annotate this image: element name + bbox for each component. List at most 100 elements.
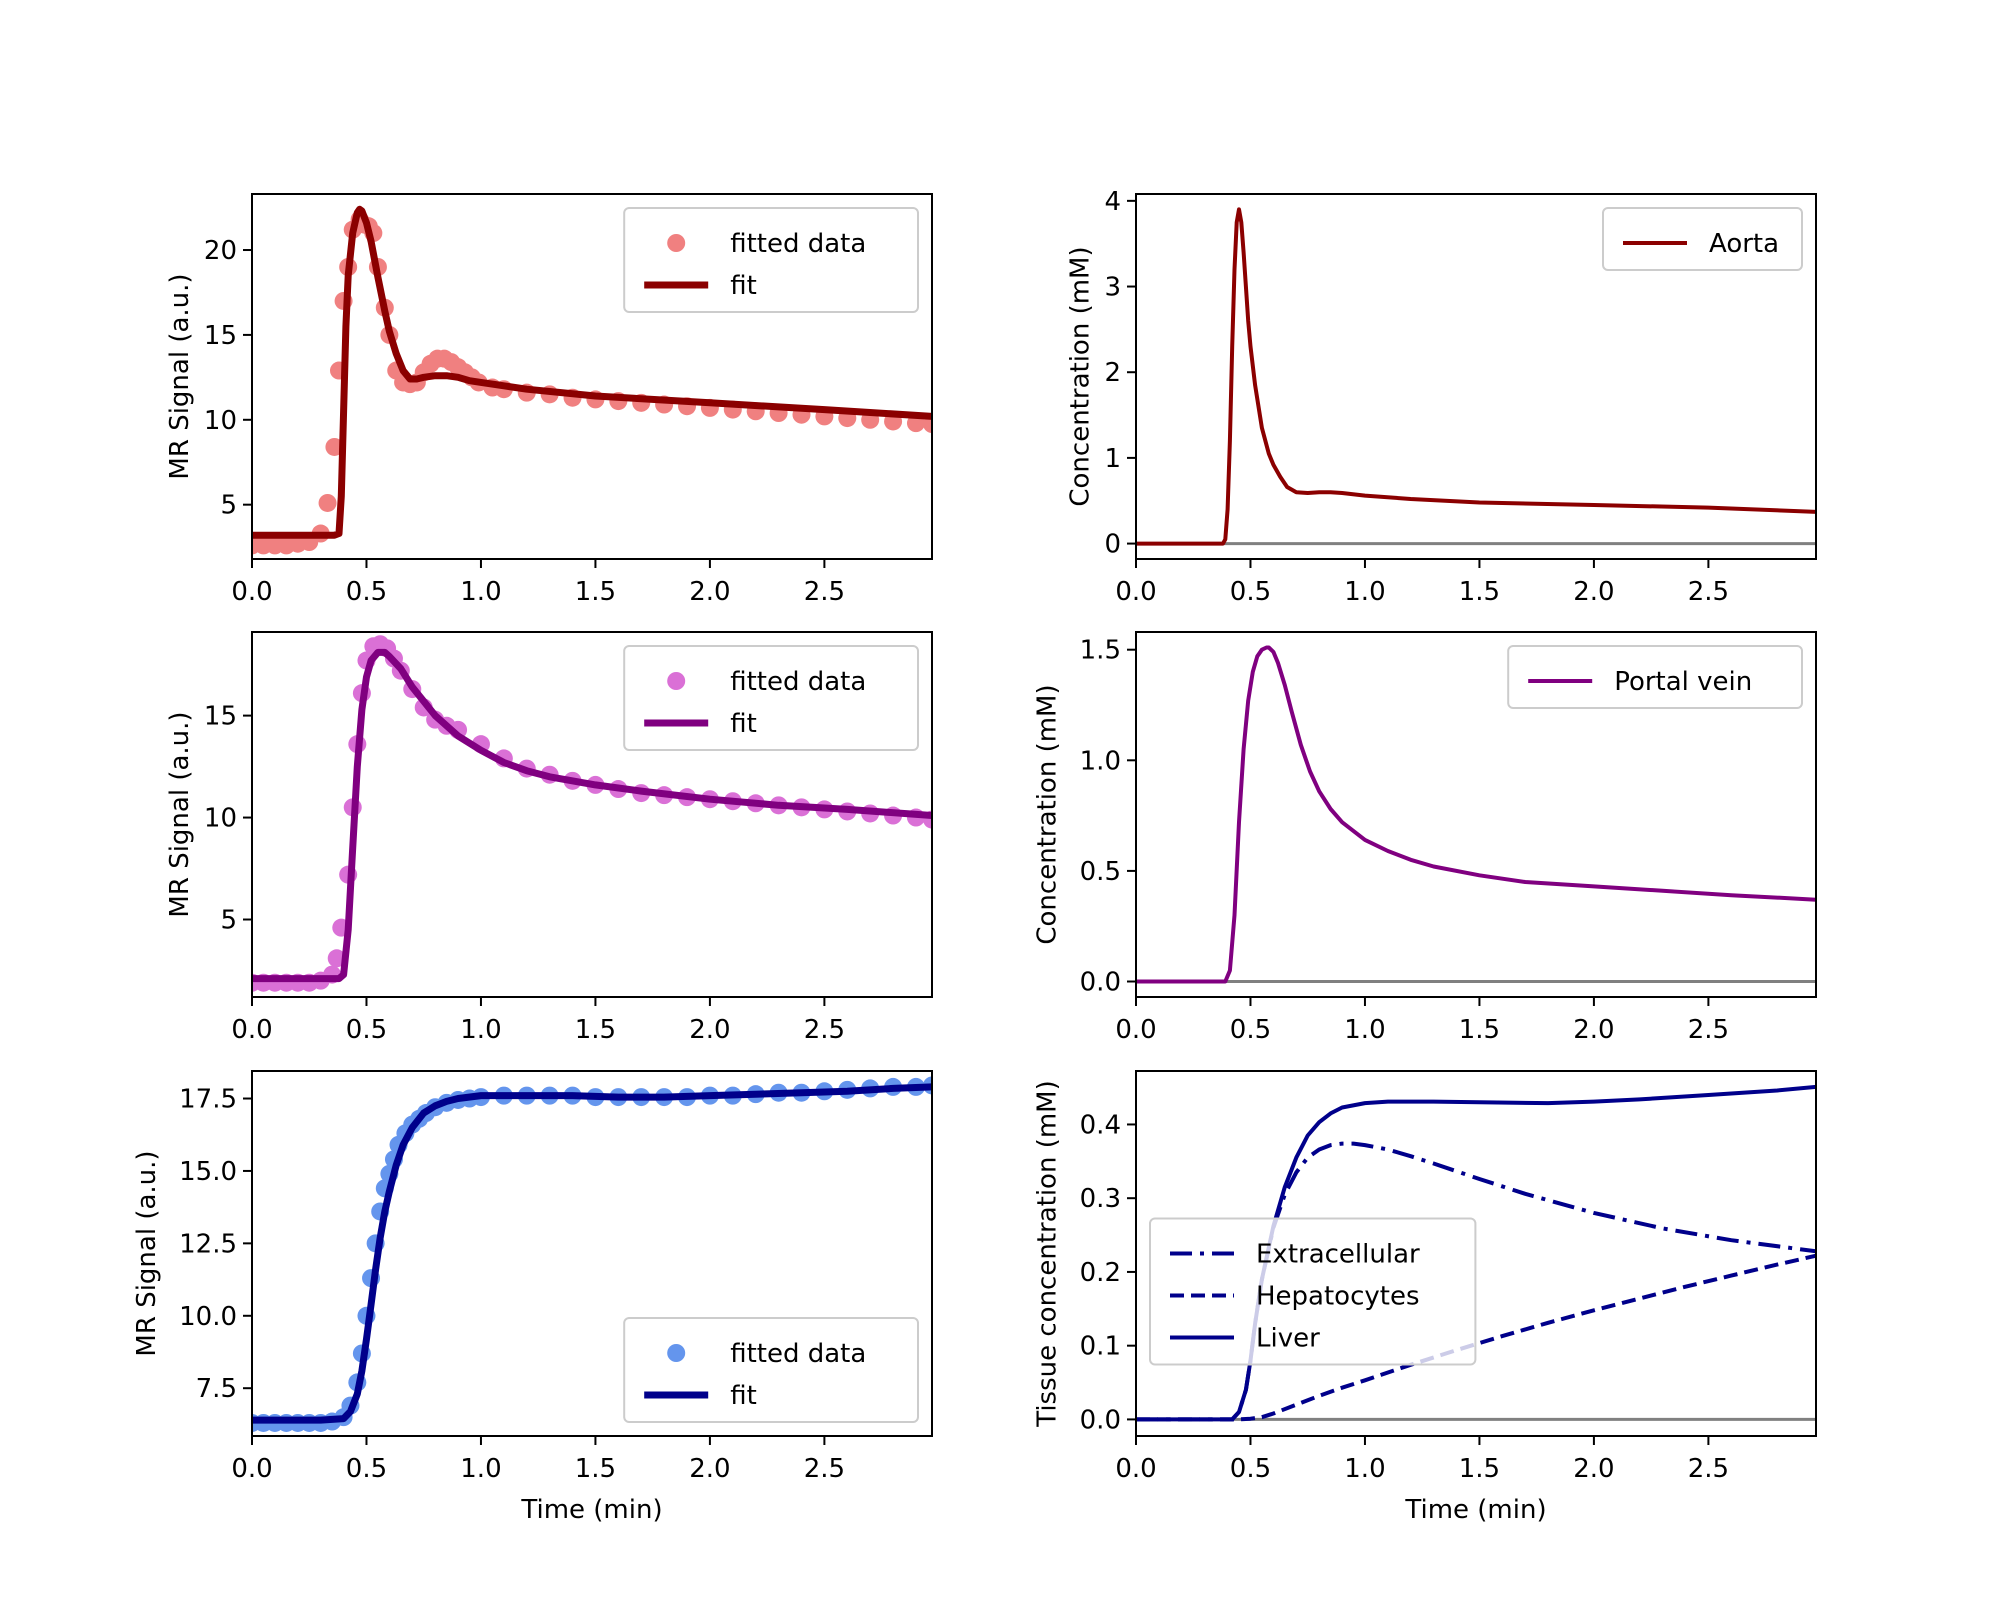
legend-label: fit <box>730 1381 757 1411</box>
legend-marker <box>667 672 686 690</box>
y-tick-label: 1 <box>1104 444 1121 474</box>
x-tick-label: 0.0 <box>231 1454 272 1484</box>
y-tick-label: 7.5 <box>196 1374 237 1404</box>
x-tick-label: 1.0 <box>460 577 501 607</box>
x-tick-label: 2.0 <box>689 1015 730 1045</box>
y-tick-label: 15.0 <box>179 1157 237 1187</box>
y-tick-label: 0.3 <box>1080 1184 1121 1214</box>
x-tick-label: 1.0 <box>1344 577 1385 607</box>
chart-middle-right: 0.0 0.5 1.0 1.5 2.0 2.5 0.0 0.5 1.0 1.5 Concentrat… <box>1033 631 1817 1045</box>
legend-marker <box>667 234 686 252</box>
x-tick-label: 1.5 <box>575 1015 616 1045</box>
y-tick-label: 1.0 <box>1080 746 1121 776</box>
axes-frame <box>1135 631 1817 998</box>
x-tick-label: 2.5 <box>1688 1015 1729 1045</box>
x-tick-label: 2.0 <box>1573 1015 1614 1045</box>
y-tick-label: 3 <box>1104 273 1121 303</box>
x-tick-label: 1.0 <box>460 1454 501 1484</box>
x-tick-label: 0.0 <box>1115 1015 1156 1045</box>
y-axis-label: Tissue concentration (mM) <box>1033 1080 1063 1428</box>
x-tick-label: 1.5 <box>1459 1454 1500 1484</box>
series-line <box>1136 645 1816 984</box>
legend-box <box>623 645 919 751</box>
x-axis-label: Time (min) <box>520 1495 662 1525</box>
legend-label: Extracellular <box>1256 1240 1420 1270</box>
x-tick-label: 1.5 <box>1459 577 1500 607</box>
plot-area <box>1136 645 1816 984</box>
legend-label: Aorta <box>1709 229 1779 259</box>
y-tick-label: 10 <box>204 804 237 834</box>
x-tick-label: 1.5 <box>1459 1015 1500 1045</box>
x-tick-label: 1.0 <box>460 1015 501 1045</box>
axes-frame <box>251 631 933 998</box>
legend-label: fit <box>730 271 757 301</box>
y-tick-label: 0.5 <box>1080 857 1121 887</box>
x-tick-label: 0.5 <box>346 1454 387 1484</box>
x-tick-label: 2.0 <box>689 1454 730 1484</box>
y-tick-label: 15 <box>204 702 237 732</box>
legend: fitted data fit <box>623 1317 919 1423</box>
axes-frame <box>251 193 933 560</box>
x-tick-label: 2.5 <box>804 577 845 607</box>
series-line <box>1136 207 1816 546</box>
data-point <box>318 493 337 512</box>
legend-label: Liver <box>1256 1324 1320 1354</box>
y-axis-label: MR Signal (a.u.) <box>165 273 195 479</box>
y-tick-label: 1.5 <box>1080 636 1121 666</box>
chart-middle-left: 0.0 0.5 1.0 1.5 2.0 2.5 5 10 15 MR Signal (a.u.) f… <box>165 631 933 1045</box>
legend-label: Hepatocytes <box>1256 1282 1420 1312</box>
x-tick-label: 0.0 <box>231 577 272 607</box>
x-tick-label: 0.5 <box>346 1015 387 1045</box>
data-point <box>327 949 346 968</box>
y-tick-label: 17.5 <box>179 1085 237 1115</box>
y-tick-label: 10.0 <box>179 1302 237 1332</box>
chart-top-left: 0.0 0.5 1.0 1.5 2.0 2.5 5 10 15 20 MR Signal (a.u.… <box>165 193 933 607</box>
legend: fitted data fit <box>623 207 919 313</box>
data-point <box>325 437 344 456</box>
y-tick-label: 0.0 <box>1080 1405 1121 1435</box>
chart-bottom-left: 0.0 0.5 1.0 1.5 2.0 2.5 7.5 10.0 12.5 15.0 17.5 Tim… <box>132 1070 933 1525</box>
axes-frame <box>251 1070 933 1437</box>
legend-label: Portal vein <box>1614 667 1752 697</box>
x-axis-label: Time (min) <box>1404 1495 1546 1525</box>
x-tick-label: 0.5 <box>1230 1454 1271 1484</box>
chart-top-right: 0.0 0.5 1.0 1.5 2.0 2.5 0 1 2 3 4 Concentration (mM… <box>1066 187 1817 607</box>
x-tick-label: 1.0 <box>1344 1015 1385 1045</box>
y-tick-label: 0.1 <box>1080 1332 1121 1362</box>
legend: fitted data fit <box>623 645 919 751</box>
legend-box <box>623 1317 919 1423</box>
y-axis-label: Concentration (mM) <box>1033 684 1063 944</box>
x-tick-label: 0.0 <box>1115 577 1156 607</box>
legend-label: fitted data <box>730 229 866 259</box>
y-tick-label: 15 <box>204 321 237 351</box>
x-tick-label: 0.5 <box>346 577 387 607</box>
x-tick-label: 1.0 <box>1344 1454 1385 1484</box>
x-tick-label: 2.5 <box>1688 577 1729 607</box>
plot-area <box>1136 207 1816 546</box>
axes-frame <box>1135 193 1817 560</box>
x-tick-label: 2.0 <box>689 577 730 607</box>
legend-box <box>1507 645 1803 709</box>
x-tick-label: 2.5 <box>1688 1454 1729 1484</box>
y-tick-label: 20 <box>204 236 237 266</box>
legend-box <box>1602 207 1803 271</box>
y-tick-label: 4 <box>1104 187 1121 217</box>
x-tick-label: 2.5 <box>804 1454 845 1484</box>
y-tick-label: 5 <box>220 491 237 521</box>
legend-label: fitted data <box>730 1339 866 1369</box>
series-line <box>252 205 932 539</box>
legend-label: fitted data <box>730 667 866 697</box>
x-tick-label: 0.5 <box>1230 577 1271 607</box>
legend: Aorta <box>1602 207 1803 271</box>
y-axis-label: MR Signal (a.u.) <box>165 711 195 917</box>
legend: Portal vein <box>1507 645 1803 709</box>
series-line <box>252 1083 932 1424</box>
y-axis-label: Concentration (mM) <box>1066 246 1096 506</box>
x-tick-label: 2.0 <box>1573 1454 1614 1484</box>
x-tick-label: 2.5 <box>804 1015 845 1045</box>
y-tick-label: 0.4 <box>1080 1110 1121 1140</box>
y-tick-label: 12.5 <box>179 1229 237 1259</box>
legend-box <box>623 207 919 313</box>
series-line <box>252 648 932 983</box>
